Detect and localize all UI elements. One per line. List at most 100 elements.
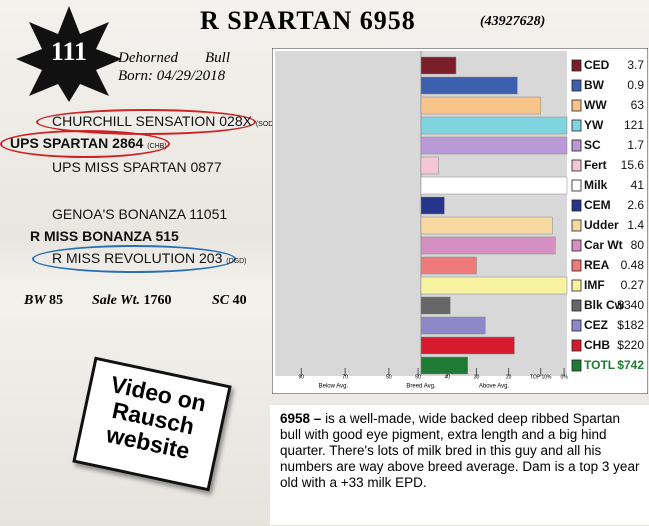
axis-note: Breed Avg. (406, 384, 436, 390)
legend-swatch (571, 79, 582, 92)
x-tick-label: 20 (506, 374, 512, 380)
title: R SPARTAN 6958 (200, 6, 416, 35)
trait-label: Blk Cw (584, 298, 625, 312)
bar (420, 316, 486, 335)
bar (420, 196, 445, 215)
trait-label: Udder (584, 218, 619, 232)
x-tick-label: 70 (342, 374, 348, 380)
bar (420, 256, 477, 275)
legend-swatch (571, 159, 582, 172)
sire: UPS SPARTAN 2864 (CHB) (10, 135, 167, 151)
epd-value: 63 (631, 98, 645, 112)
trait-label: CEM (584, 198, 611, 212)
epd-value: 3.7 (627, 58, 644, 72)
dam-sire: GENOA'S BONANZA 11051 (52, 206, 228, 222)
legend-swatch (571, 219, 582, 232)
axis-note: Below Avg. (319, 384, 349, 390)
dam: R MISS BONANZA 515 (30, 228, 179, 244)
x-tick-label: 0% (560, 374, 568, 380)
epd-value: 0.9 (627, 78, 644, 92)
trait-label: Car Wt (584, 238, 623, 252)
bar (420, 116, 568, 135)
highlight-oval (32, 245, 236, 273)
trait-label: CEZ (584, 318, 608, 332)
epd-value: 1.4 (627, 218, 644, 232)
bar (420, 136, 568, 155)
x-tick-label: 50 (386, 374, 392, 380)
bar (420, 176, 568, 195)
bar (420, 56, 457, 75)
stat-value: 40 (232, 293, 247, 308)
sex: Bull (205, 50, 230, 66)
video-note: Video on Rausch website (72, 356, 232, 492)
bar (420, 96, 541, 115)
epd-value: $742 (617, 358, 644, 372)
bar (420, 216, 553, 235)
epd-value: 0.48 (621, 258, 645, 272)
legend-swatch (571, 99, 582, 112)
reg-number: (43927628) (480, 14, 546, 29)
trait-label: TOTL (584, 358, 615, 372)
pedigree-tag: (SOD) (255, 121, 276, 128)
trait-label: YW (584, 118, 604, 132)
trait-label: Milk (584, 178, 608, 192)
legend-swatch (571, 139, 582, 152)
epd-value: $340 (617, 298, 644, 312)
pedigree-name: UPS SPARTAN 2864 (10, 135, 144, 151)
x-tick-label: TOP 10% (530, 374, 552, 380)
legend-swatch (571, 299, 582, 312)
stat-label: Sale Wt. (92, 293, 140, 308)
epd-value: $182 (617, 318, 644, 332)
epd-value: 15.6 (621, 158, 645, 172)
stat: SC 40 (212, 293, 247, 309)
trait-label: CED (584, 58, 610, 72)
legend-swatch (571, 359, 582, 372)
epd-value: 2.6 (627, 198, 644, 212)
bar (420, 296, 451, 315)
axis-note: Above Avg. (479, 384, 510, 390)
stat-value: 85 (49, 293, 64, 308)
description-text: is a well-made, wide backed deep ribbed … (280, 411, 640, 490)
legend-swatch (571, 119, 582, 132)
x-tick-label: 30 (474, 374, 480, 380)
trait-label: IMF (584, 278, 605, 292)
horns: Dehorned (118, 50, 178, 66)
star: 111 (16, 6, 122, 102)
lot-number: 111 (51, 37, 87, 66)
bar (420, 236, 556, 255)
epd-chart: CED 3.7 BW 0.9 WW 63 YW 121 SC 1.7 Fert 15.6 Milk 41 C… (272, 48, 648, 394)
trait-label: BW (584, 78, 605, 92)
born: Born: 04/29/2018 (118, 68, 226, 84)
description-lead: 6958 – (280, 411, 322, 426)
trait-label: SC (584, 138, 601, 152)
bar (420, 156, 439, 175)
epd-value: $220 (617, 338, 644, 352)
description: 6958 – is a well-made, wide backed deep … (270, 405, 649, 525)
legend-swatch (571, 279, 582, 292)
bar (420, 356, 468, 375)
pedigree-tag: (DGD) (226, 258, 247, 265)
dam-dam: R MISS REVOLUTION 203 (DGD) (52, 250, 247, 266)
bar (420, 76, 518, 95)
pedigree-name: R MISS REVOLUTION 203 (52, 250, 223, 266)
epd-value: 1.7 (627, 138, 644, 152)
legend-swatch (571, 59, 582, 72)
trait-label: CHB (584, 338, 610, 352)
bar (420, 336, 515, 355)
sire-sire: CHURCHILL SENSATION 028X (SOD) (52, 113, 276, 129)
x-tick-label: 40 (444, 374, 450, 380)
legend-swatch (571, 259, 582, 272)
stat-label: BW (24, 293, 46, 308)
legend-swatch (571, 199, 582, 212)
trait-label: Fert (584, 158, 607, 172)
x-tick-label: 50 (415, 374, 421, 380)
stat: Sale Wt. 1760 (92, 293, 171, 309)
stat-label: SC (212, 293, 230, 308)
legend-swatch (571, 179, 582, 192)
trait-label: WW (584, 98, 607, 112)
stat-value: 1760 (143, 293, 172, 308)
epd-value: 0.27 (621, 278, 645, 292)
trait-label: REA (584, 258, 610, 272)
pedigree-tag: (CHB) (147, 143, 167, 150)
